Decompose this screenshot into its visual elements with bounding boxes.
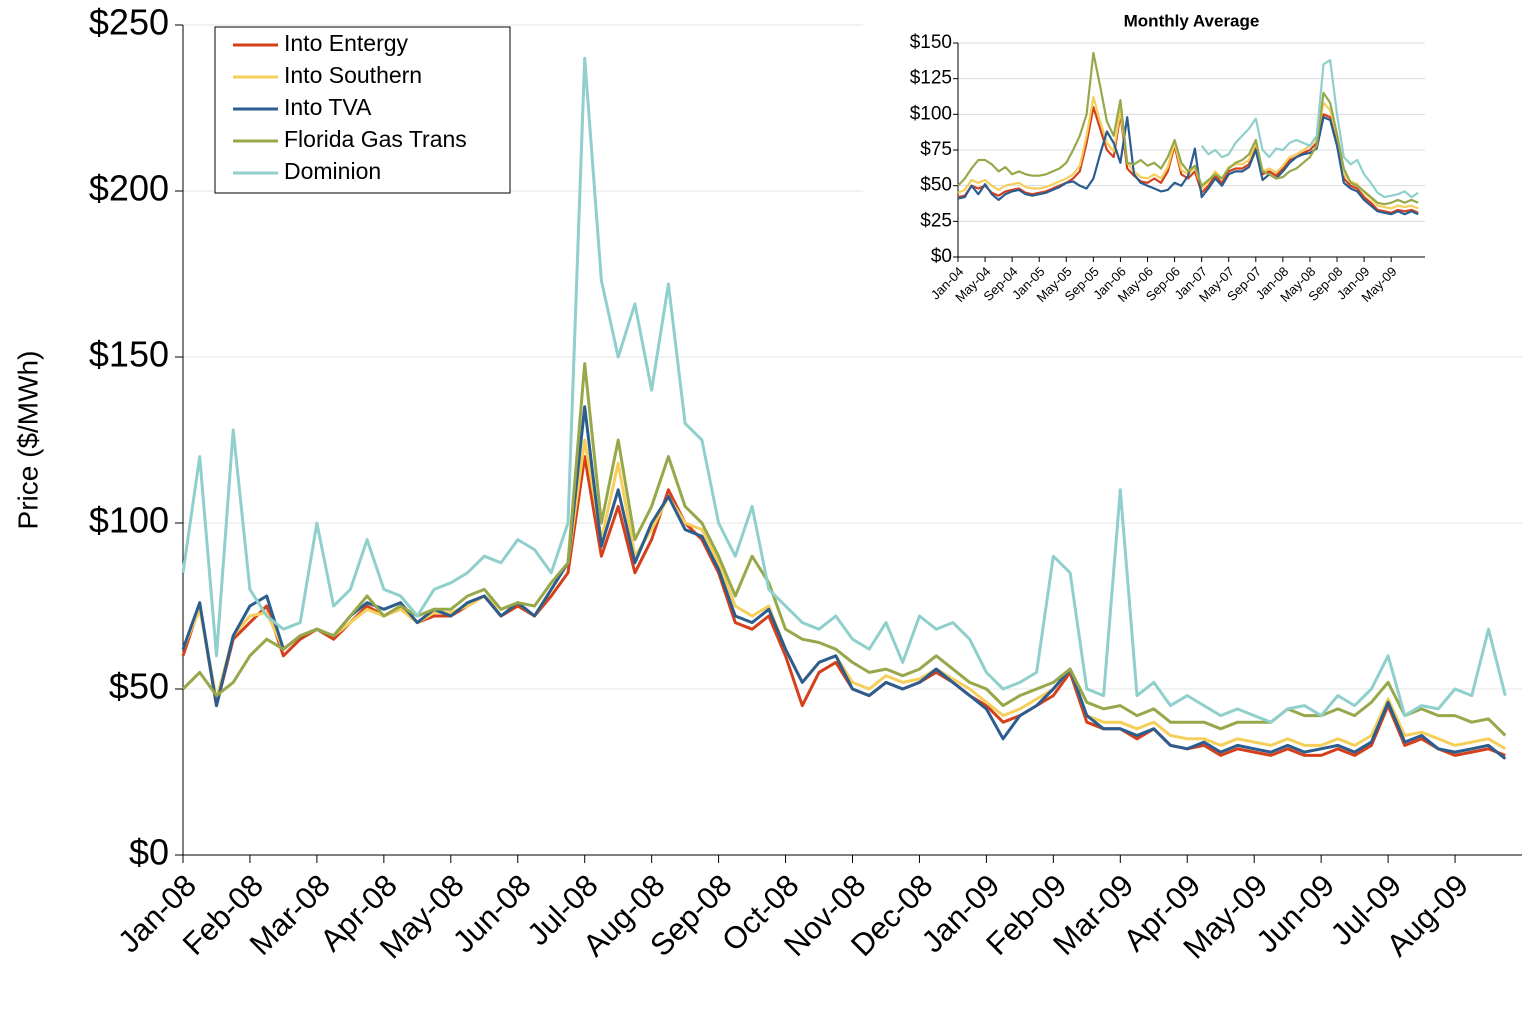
legend-label: Into TVA [284, 94, 372, 120]
series-line [957, 51, 1419, 206]
y-tick-label: $250 [89, 2, 169, 43]
y-tick-label: $125 [910, 68, 952, 89]
legend-label: Dominion [284, 158, 381, 184]
y-tick-label: $25 [920, 210, 952, 231]
legend-label: Into Entergy [284, 30, 409, 56]
y-tick-label: $75 [920, 139, 952, 160]
y-tick-label: $150 [910, 32, 952, 53]
y-tick-label: $50 [920, 175, 952, 196]
series-line [181, 438, 1507, 751]
y-tick-label: $100 [910, 103, 952, 124]
series-line [181, 362, 1507, 737]
series-line [181, 455, 1506, 757]
legend-label: Florida Gas Trans [284, 126, 467, 152]
y-tick-label: $50 [109, 666, 169, 707]
y-tick-label: $0 [129, 832, 169, 873]
legend-label: Into Southern [284, 62, 422, 88]
y-tick-label: $150 [89, 334, 169, 375]
series-line [1200, 59, 1419, 199]
y-tick-label: $100 [89, 500, 169, 541]
series-line [181, 56, 1507, 724]
y-tick-label: $0 [931, 246, 952, 267]
series-line [957, 116, 1419, 216]
y-tick-label: $200 [89, 168, 169, 209]
chart-title: Monthly Average [1124, 11, 1260, 30]
y-axis-label: Price ($/MWh) [12, 351, 43, 530]
